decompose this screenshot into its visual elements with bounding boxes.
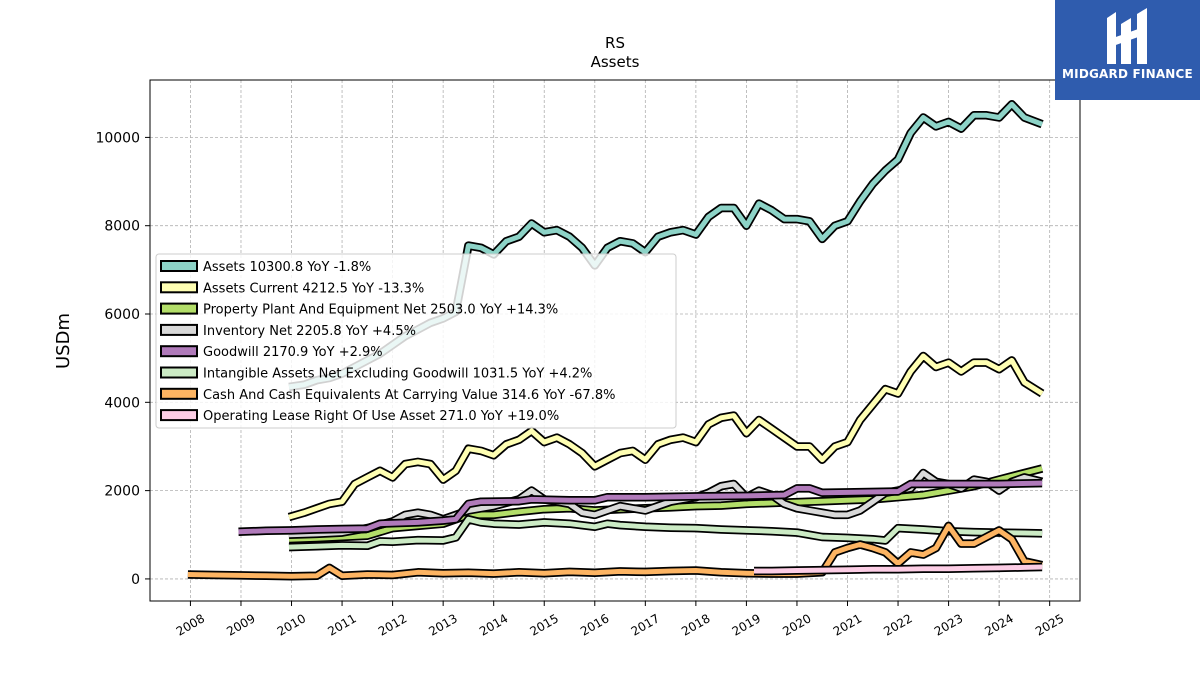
x-tick-label: 2013 [426,611,459,638]
series-line-2 [287,351,1045,522]
x-tick-label: 2011 [325,611,358,638]
series-line-fill [754,564,1043,574]
plot-frame [149,79,1081,602]
x-tick-label: 2023 [932,611,965,638]
series-line-8 [754,562,1043,576]
legend-swatch [160,260,198,272]
x-tick-label: 2017 [629,611,662,638]
x-tick-label: 2014 [477,611,510,638]
x-tick-label: 2024 [982,611,1015,638]
y-tick-label: 4000 [104,395,140,411]
legend-swatch [160,281,198,294]
series-line-fill [288,516,1043,550]
legend-entry-label: Operating Lease Right Of Use Asset 271.0… [203,409,559,424]
legend-swatch [160,302,198,315]
y-tick-label: 8000 [104,219,140,235]
legend-entry-label: Assets Current 4212.5 YoY -13.3% [203,281,424,296]
y-tick-label: 10000 [95,130,140,146]
legend-entry-label: Goodwill 2170.9 YoY +2.9% [203,345,383,360]
logo-text: MIDGARD FINANCE [1062,67,1193,81]
legend: Assets 10300.8 YoY -1.8% Assets Current 4… [155,253,677,429]
legend-entry-label: Assets 10300.8 YoY -1.8% [203,260,371,275]
logo-mark-icon [1107,8,1147,64]
y-tick-label: 6000 [104,307,140,323]
x-tick-label: 2012 [376,611,409,638]
x-tick-label: 2016 [578,611,611,638]
x-tick-label: 2021 [831,611,864,638]
x-tick-label: 2019 [730,611,763,638]
brand-logo: MIDGARD FINANCE [1055,0,1200,100]
x-tick-label: 2010 [275,611,308,638]
y-axis-label: USDm [53,313,74,369]
legend-entry-label: Cash And Cash Equivalents At Carrying Va… [203,388,615,403]
series-line-7 [187,521,1044,581]
chart-title: RS [605,34,625,52]
x-tick-label: 2015 [528,611,561,638]
series-line-5 [238,478,1043,536]
x-tick-label: 2022 [881,611,914,638]
x-tick-label: 2025 [1033,611,1066,638]
legend-entry-label: Intangible Assets Net Excluding Goodwill… [203,367,592,382]
legend-entry-label: Property Plant And Equipment Net 2503.0 … [203,303,558,318]
series-line-fill [288,353,1044,520]
y-tick-label: 0 [131,572,140,588]
series-line-fill [187,523,1043,579]
legend-swatch [160,366,198,379]
series-line-6 [288,515,1043,552]
legend-swatch [160,323,198,336]
legend-box [155,253,677,429]
x-tick-label: 2008 [174,611,207,638]
legend-entry-label: Inventory Net 2205.8 YoY +4.5% [203,324,416,339]
legend-swatch [160,387,198,400]
legend-swatch [160,345,198,358]
chart-subtitle: Assets [591,53,640,71]
x-tick-label: 2009 [224,611,257,638]
x-tick-label: 2018 [679,611,712,638]
x-tick-label: 2020 [780,611,813,638]
y-tick-label: 2000 [104,484,140,500]
series-line-fill [238,480,1043,535]
legend-swatch [160,409,198,422]
